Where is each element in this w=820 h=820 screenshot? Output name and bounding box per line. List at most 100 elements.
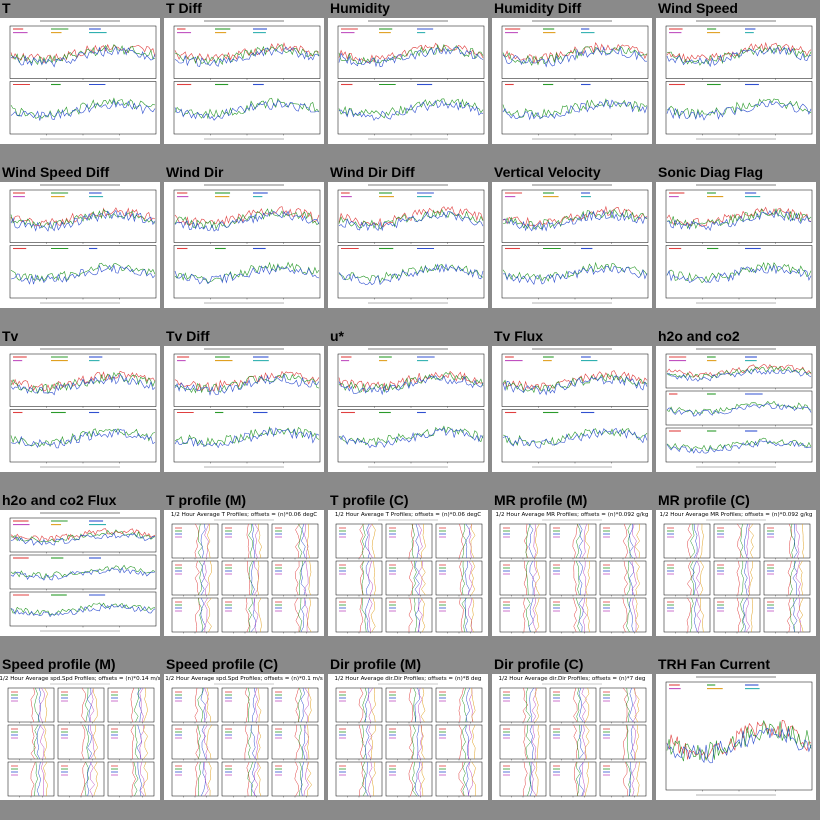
plot-frame: [57, 761, 105, 797]
series-line: [174, 370, 320, 392]
profile-line: [130, 724, 135, 760]
plot-frame: [713, 523, 761, 559]
plot-frame: [9, 409, 157, 463]
plot-frame: [171, 724, 219, 760]
profile-line: [742, 597, 748, 633]
series-line: [338, 370, 484, 392]
plot-thumbnail-tv-diff[interactable]: [164, 346, 324, 472]
panel-title: Wind Dir: [166, 164, 224, 180]
plot-thumbnail-trh-fan-current[interactable]: [656, 674, 816, 800]
series-line: [502, 261, 648, 282]
plot-thumbnail-speed-profile-c[interactable]: 1/2 Hour Average spd.Spd Profiles; offse…: [164, 674, 324, 800]
profile-line: [465, 687, 471, 723]
plot-frame: [549, 597, 597, 633]
plot-thumbnail-t-profile-m[interactable]: 1/2 Hour Average T Profiles; offsets = (…: [164, 510, 324, 636]
profile-line: [408, 724, 414, 760]
plot-thumbnail-mr-profile-m[interactable]: 1/2 Hour Average MR Profiles; offsets = …: [492, 510, 652, 636]
profile-line: [408, 761, 414, 797]
plot-thumbnail-mr-profile-c[interactable]: 1/2 Hour Average MR Profiles; offsets = …: [656, 510, 816, 636]
profile-line: [634, 524, 640, 559]
profile-line: [136, 687, 142, 723]
profile-line: [367, 523, 373, 559]
profile-line: [139, 761, 145, 797]
series-line: [502, 46, 648, 67]
plot-thumbnail-u-star[interactable]: [328, 346, 488, 472]
profile-line: [623, 761, 629, 797]
profile-line: [39, 724, 45, 760]
plot-thumbnail-speed-profile-m[interactable]: 1/2 Hour Average spd.Spd Profiles; offse…: [0, 674, 160, 800]
plot-thumbnail-wind-speed[interactable]: [656, 18, 816, 144]
plot-thumbnail-t-profile-c[interactable]: 1/2 Hour Average T Profiles; offsets = (…: [328, 510, 488, 636]
plot-thumbnail-sonic-diag-flag[interactable]: [656, 182, 816, 308]
plot-thumbnail-tv-flux[interactable]: [492, 346, 652, 472]
plot-frame: [337, 25, 485, 79]
series-line: [666, 440, 812, 454]
profile-line: [629, 523, 634, 559]
plot-thumbnail-humidity[interactable]: [328, 18, 488, 144]
profile-line: [304, 523, 309, 559]
series-line: [174, 44, 320, 66]
profile-line: [40, 761, 44, 797]
panel-title: Humidity: [330, 0, 390, 16]
plot-frame: [499, 687, 547, 723]
series-line: [666, 261, 812, 284]
profile-line: [197, 523, 203, 559]
series-line: [666, 98, 812, 119]
plot-thumbnail-t[interactable]: [0, 18, 160, 144]
plot-header-text: 1/2 Hour Average dir.Dir Profiles; offse…: [335, 676, 482, 682]
profile-line: [246, 560, 251, 596]
profile-line: [522, 687, 529, 723]
plot-frame: [713, 597, 761, 633]
profile-line: [693, 523, 698, 559]
series-line: [338, 375, 484, 396]
profile-line: [246, 523, 250, 559]
profile-line: [89, 687, 95, 723]
profile-line: [197, 560, 203, 596]
profile-line: [297, 597, 302, 633]
profile-line: [747, 561, 751, 596]
plot-frame: [385, 724, 433, 760]
profile-line: [200, 687, 206, 723]
profile-line: [143, 687, 148, 723]
plot-thumbnail-dir-profile-m[interactable]: 1/2 Hour Average dir.Dir Profiles; offse…: [328, 674, 488, 800]
profile-line: [745, 597, 750, 633]
profile-line: [631, 761, 637, 797]
panel-title: T profile (M): [166, 492, 247, 508]
profile-line: [133, 761, 139, 797]
series-line: [174, 373, 320, 396]
profile-line: [470, 523, 476, 559]
profile-line: [300, 597, 307, 633]
profile-line: [30, 724, 36, 760]
plot-frame: [435, 597, 483, 633]
plot-frame: [501, 353, 649, 407]
plot-thumbnail-wind-speed-diff[interactable]: [0, 182, 160, 308]
plot-thumbnail-wind-dir[interactable]: [164, 182, 324, 308]
profile-line: [197, 687, 204, 723]
profile-line: [206, 597, 212, 633]
profile-line: [364, 688, 370, 723]
series-line: [174, 46, 320, 67]
plot-thumbnail-dir-profile-c[interactable]: 1/2 Hour Average dir.Dir Profiles; offse…: [492, 674, 652, 800]
profile-line: [302, 724, 306, 760]
profile-line: [39, 687, 45, 723]
profile-line: [411, 724, 416, 760]
plot-image: 1/2 Hour Average MR Profiles; offsets = …: [660, 512, 813, 634]
plot-thumbnail-h2o-and-co2-flux[interactable]: [0, 510, 160, 636]
plot-thumbnail-t-diff[interactable]: [164, 18, 324, 144]
plot-thumbnail-wind-dir-diff[interactable]: [328, 182, 488, 308]
profile-line: [130, 687, 135, 723]
panel-title: Speed profile (M): [2, 656, 116, 672]
profile-line: [297, 687, 302, 723]
plot-thumbnail-vertical-velocity[interactable]: [492, 182, 652, 308]
profile-line: [699, 560, 704, 596]
plot-thumbnail-h2o-and-co2[interactable]: [656, 346, 816, 472]
plot-thumbnail-humidity-diff[interactable]: [492, 18, 652, 144]
profile-line: [307, 597, 312, 633]
profile-line: [789, 560, 795, 596]
profile-line: [370, 597, 376, 633]
profile-line: [204, 597, 208, 633]
profile-line: [418, 687, 423, 723]
plot-thumbnail-tv[interactable]: [0, 346, 160, 472]
plot-frame: [173, 353, 321, 407]
profile-line: [195, 597, 200, 633]
